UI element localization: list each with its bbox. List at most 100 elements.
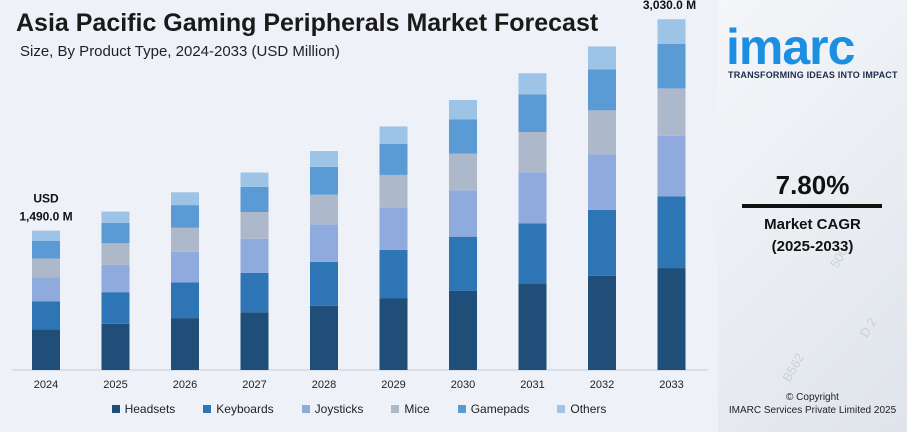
bar-segment-keyboards (240, 272, 269, 313)
legend-item-joysticks: Joysticks (301, 402, 364, 416)
copyright-text: © Copyright (786, 392, 839, 403)
legend-label: Gamepads (470, 402, 530, 416)
bar-segment-others (657, 19, 686, 45)
bar-segment-joysticks (240, 238, 269, 273)
legend-item-keyboards: Keyboards (203, 402, 274, 416)
bar-segment-others (379, 126, 408, 144)
legend-item-mice: Mice (391, 402, 430, 416)
bar-segment-headsets (240, 312, 269, 370)
brand-sidebar: 500 D 2 B562 imarc TRANSFORMING IDEAS IN… (718, 0, 907, 432)
bar-segment-keyboards (32, 301, 60, 330)
chart-title: Asia Pacific Gaming Peripherals Market F… (16, 9, 599, 37)
bar-segment-headsets (518, 283, 547, 370)
legend-swatch (457, 405, 466, 413)
bar-segment-joysticks (101, 264, 130, 293)
bar-segment-mice (32, 258, 60, 278)
bar-segment-mice (379, 174, 408, 208)
legend-label: Joysticks (314, 402, 364, 416)
bar-segment-headsets (449, 290, 477, 370)
bar-segment-keyboards (379, 249, 408, 299)
bar-segment-others (310, 151, 338, 167)
bar-segment-headsets (171, 318, 199, 370)
bar-segment-mice (101, 243, 130, 265)
background-decoration: B562 (779, 350, 808, 385)
bar-segment-keyboards (657, 196, 686, 269)
bar-segment-others (32, 230, 60, 241)
legend-swatch (111, 405, 120, 413)
legend-label: Headsets (124, 402, 176, 416)
bar-segment-mice (310, 194, 338, 225)
bar-segment-gamepads (101, 222, 130, 244)
bar-segment-headsets (379, 298, 408, 370)
legend-label: Mice (404, 402, 430, 416)
end-value-label: 3,030.0 M (643, 0, 696, 12)
start-value-label: 1,490.0 M (19, 210, 72, 224)
bar-segment-mice (240, 211, 269, 239)
x-tick-label: 2031 (520, 379, 544, 391)
bar-segment-keyboards (171, 282, 199, 319)
bar-segment-others (101, 211, 130, 223)
bar-segment-joysticks (657, 135, 686, 197)
legend-swatch (557, 405, 566, 413)
bar-segment-gamepads (32, 240, 60, 259)
cagr-label: Market CAGR (764, 216, 861, 233)
bar-segment-joysticks (379, 207, 408, 250)
legend-label: Others (570, 402, 607, 416)
cagr-period: (2025-2033) (771, 238, 854, 255)
chart-subtitle: Size, By Product Type, 2024-2033 (USD Mi… (20, 43, 340, 60)
cagr-value: 7.80% (775, 170, 850, 200)
bar-segment-others (588, 46, 616, 70)
bar-segment-keyboards (310, 261, 338, 306)
bar-segment-mice (518, 131, 547, 173)
bar-segment-gamepads (657, 44, 686, 89)
legend-swatch (203, 405, 212, 413)
legend-item-headsets: Headsets (111, 402, 176, 416)
bar-segment-joysticks (449, 190, 477, 237)
imarc-logo: imarc (726, 19, 855, 75)
legend-item-gamepads: Gamepads (457, 402, 530, 416)
bar-segment-keyboards (518, 223, 547, 284)
bar-segment-gamepads (240, 186, 269, 212)
bar-segment-others (518, 73, 547, 95)
x-tick-label: 2032 (590, 379, 614, 391)
logo-tagline: TRANSFORMING IDEAS INTO IMPACT (728, 70, 898, 80)
x-tick-label: 2027 (242, 379, 266, 391)
x-tick-label: 2030 (451, 379, 475, 391)
stacked-bar-chart: 2024 2025 2026 2027 2028 2029 2030 2031 2032 2033… (12, 0, 708, 391)
bar-segment-gamepads (588, 69, 616, 111)
background-decoration: D 2 (856, 314, 880, 341)
bar-segment-joysticks (32, 277, 60, 302)
bar-segment-gamepads (310, 166, 338, 195)
bar-segment-joysticks (518, 172, 547, 224)
chart-panel: Asia Pacific Gaming Peripherals Market F… (0, 0, 718, 432)
bar-segment-gamepads (171, 205, 199, 228)
company-name: IMARC Services Private Limited 2025 (728, 405, 897, 416)
bar-segment-gamepads (379, 143, 408, 175)
bar-segment-headsets (310, 305, 338, 370)
bar-segment-keyboards (588, 209, 616, 276)
start-value-currency: USD (33, 192, 59, 206)
x-tick-label: 2025 (103, 379, 127, 391)
bar-segment-others (449, 100, 477, 120)
bar-segment-mice (657, 88, 686, 136)
bar-segment-mice (588, 110, 616, 155)
bar-segment-others (240, 172, 269, 187)
chart-legend: Headsets Keyboards Joysticks Mice Gamepads Ot… (0, 402, 718, 416)
legend-swatch (391, 405, 400, 413)
x-tick-label: 2026 (173, 379, 197, 391)
bar-segment-headsets (588, 275, 616, 370)
bar-segment-keyboards (101, 292, 130, 324)
bar-segment-keyboards (449, 236, 477, 291)
bar-segment-mice (449, 153, 477, 191)
bar-segment-headsets (32, 329, 60, 370)
x-tick-label: 2024 (34, 379, 58, 391)
x-tick-label: 2028 (312, 379, 336, 391)
bar-segment-headsets (101, 323, 130, 370)
x-tick-label: 2033 (659, 379, 683, 391)
bar-segment-joysticks (171, 251, 199, 283)
bar-segment-gamepads (449, 119, 477, 154)
bar-segment-headsets (657, 268, 686, 370)
bar-segment-joysticks (310, 224, 338, 262)
bar-segment-others (171, 192, 199, 206)
legend-swatch (301, 405, 310, 413)
